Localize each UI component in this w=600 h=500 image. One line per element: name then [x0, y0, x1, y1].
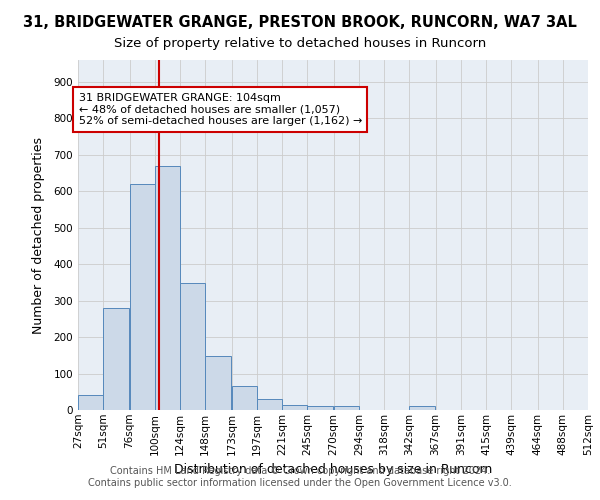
Bar: [180, 283, 205, 410]
Bar: [78, 396, 103, 410]
X-axis label: Distribution of detached houses by size in Runcorn: Distribution of detached houses by size …: [174, 463, 492, 476]
Bar: [257, 399, 282, 410]
Bar: [334, 406, 359, 410]
Bar: [307, 406, 334, 410]
Bar: [232, 386, 257, 410]
Bar: [409, 406, 436, 410]
Bar: [130, 184, 155, 410]
Bar: [282, 404, 307, 410]
Text: 31, BRIDGEWATER GRANGE, PRESTON BROOK, RUNCORN, WA7 3AL: 31, BRIDGEWATER GRANGE, PRESTON BROOK, R…: [23, 15, 577, 30]
Bar: [155, 166, 180, 410]
Text: Size of property relative to detached houses in Runcorn: Size of property relative to detached ho…: [114, 38, 486, 51]
Text: Contains HM Land Registry data © Crown copyright and database right 2024.
Contai: Contains HM Land Registry data © Crown c…: [88, 466, 512, 487]
Bar: [103, 308, 130, 410]
Text: 31 BRIDGEWATER GRANGE: 104sqm
← 48% of detached houses are smaller (1,057)
52% o: 31 BRIDGEWATER GRANGE: 104sqm ← 48% of d…: [79, 93, 362, 126]
Bar: [205, 356, 232, 410]
Y-axis label: Number of detached properties: Number of detached properties: [32, 136, 45, 334]
